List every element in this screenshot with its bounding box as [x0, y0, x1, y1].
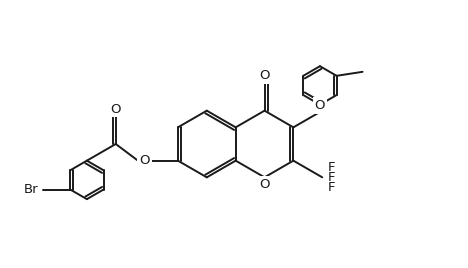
Text: F: F [328, 171, 336, 184]
Text: Br: Br [23, 183, 38, 196]
Text: F: F [328, 161, 336, 174]
Text: O: O [139, 154, 150, 167]
Text: O: O [110, 102, 121, 116]
Text: O: O [314, 99, 325, 112]
Text: F: F [328, 181, 336, 194]
Text: O: O [259, 69, 270, 82]
Text: O: O [259, 178, 270, 191]
